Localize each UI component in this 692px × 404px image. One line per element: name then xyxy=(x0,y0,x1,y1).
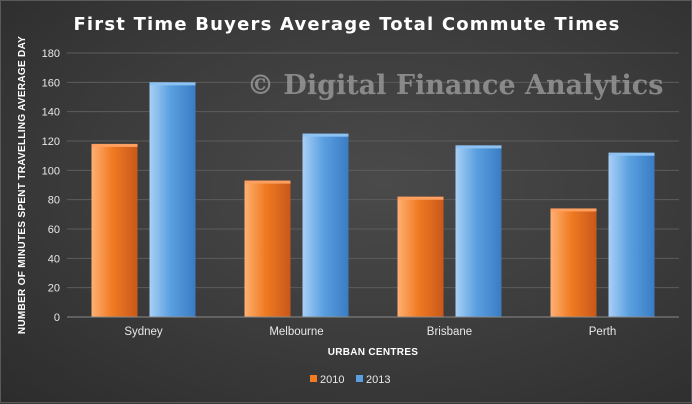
x-category-label: Sydney xyxy=(124,326,163,338)
bar-2013-brisbane xyxy=(455,145,502,317)
bar-2010-melbourne xyxy=(244,180,291,317)
y-tick-label: 60 xyxy=(48,224,60,236)
x-axis-categories: Sydney Melbourne Brisbane Perth xyxy=(124,326,616,338)
bar-top-bevel xyxy=(608,152,655,156)
x-category-label: Perth xyxy=(589,326,617,338)
chart-title: First Time Buyers Average Total Commute … xyxy=(73,14,620,35)
bar-top-bevel xyxy=(149,82,196,86)
bar-top-bevel xyxy=(244,180,291,184)
legend-swatch-2013 xyxy=(356,375,363,382)
y-tick-label: 100 xyxy=(42,165,60,177)
y-tick-label: 180 xyxy=(42,48,60,60)
legend: 2010 2013 xyxy=(310,374,390,386)
y-tick-label: 20 xyxy=(48,283,60,295)
bar-2013-perth xyxy=(608,152,655,317)
legend-swatch-2010 xyxy=(310,375,317,382)
y-tick-label: 140 xyxy=(42,107,60,119)
bar-2010-brisbane xyxy=(397,196,444,317)
y-axis-label: NUMBER OF MINUTES SPENT TRAVELLING AVERA… xyxy=(17,36,28,334)
y-tick-label: 120 xyxy=(42,136,60,148)
bar-top-bevel xyxy=(397,196,444,200)
y-tick-label: 40 xyxy=(48,253,60,265)
bar-top-bevel xyxy=(455,145,502,149)
bar-2013-sydney xyxy=(149,82,196,317)
bar-top-bevel xyxy=(302,133,349,137)
bar-2010-sydney xyxy=(91,143,138,317)
y-axis-ticks: 0 20 40 60 80 100 120 140 160 180 xyxy=(42,48,60,324)
x-category-label: Brisbane xyxy=(427,326,472,338)
bar-top-bevel xyxy=(550,208,597,212)
bars xyxy=(91,82,655,317)
watermark-text: © Digital Finance Analytics xyxy=(247,70,663,101)
bar-top-bevel xyxy=(91,143,138,147)
x-category-label: Melbourne xyxy=(269,326,323,338)
legend-label-2013: 2013 xyxy=(366,374,390,386)
y-tick-label: 160 xyxy=(42,77,60,89)
legend-label-2010: 2010 xyxy=(320,374,344,386)
y-tick-label: 80 xyxy=(48,195,60,207)
y-tick-label: 0 xyxy=(54,312,60,324)
bar-2013-melbourne xyxy=(302,133,349,317)
x-axis-label: URBAN CENTRES xyxy=(328,347,419,358)
bar-2010-perth xyxy=(550,208,597,317)
